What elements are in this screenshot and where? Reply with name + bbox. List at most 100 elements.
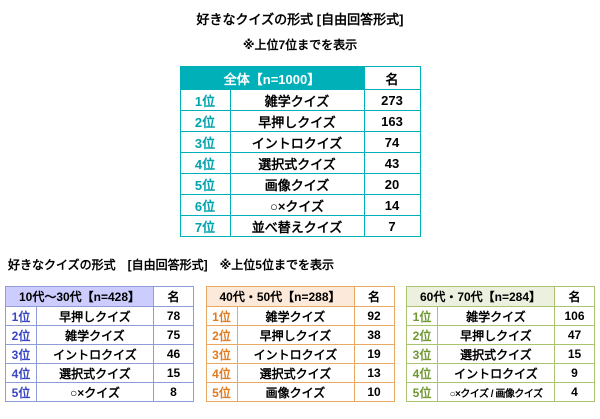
age-tables-row: 10代～30代【n=428】 名 1位 早押しクイズ 78 2位 雑学クイズ 7… xyxy=(0,286,600,402)
rank-cell: 6位 xyxy=(179,194,231,216)
age-breakdown-section: 好きなクイズの形式 [自由回答形式] ※上位5位までを表示 10代～30代【n=… xyxy=(0,237,600,402)
value-cell: 78 xyxy=(153,306,194,326)
label-cell: 並べ替えクイズ xyxy=(229,215,365,237)
age-40-50-table: 40代・50代【n=288】 名 1位 雑学クイズ 92 2位 早押しクイズ 3… xyxy=(205,286,395,402)
table-row: 2位 早押しクイズ 38 xyxy=(205,325,395,345)
rank-cell: 1位 xyxy=(406,306,438,326)
label-cell: 画像クイズ xyxy=(229,173,365,195)
group-header-10-30: 10代～30代【n=428】 xyxy=(5,286,154,307)
rank-cell: 2位 xyxy=(5,325,37,345)
table-row: 4位 イントロクイズ 9 xyxy=(406,363,595,383)
table-row: 4位 選択式クイズ 43 xyxy=(179,152,421,174)
label-cell: 雑学クイズ xyxy=(229,89,365,111)
label-cell: イントロクイズ xyxy=(437,363,555,383)
rank-cell: 4位 xyxy=(406,363,438,383)
rank-cell: 7位 xyxy=(179,215,231,237)
rank-cell: 5位 xyxy=(5,382,37,402)
unit-header: 名 xyxy=(153,286,194,307)
rank-cell: 4位 xyxy=(5,363,37,383)
label-cell: イントロクイズ xyxy=(236,344,355,364)
rank-cell: 2位 xyxy=(179,110,231,132)
value-cell: 273 xyxy=(363,89,421,111)
value-cell: 14 xyxy=(363,194,421,216)
label-cell: ○×クイズ xyxy=(229,194,365,216)
page-subtitle-top7-note: ※上位7位までを表示 xyxy=(242,38,358,52)
table-row: 5位 画像クイズ 20 xyxy=(179,173,421,195)
section2-title-top5-note: 好きなクイズの形式 [自由回答形式] ※上位5位までを表示 xyxy=(8,258,334,272)
table-row: 3位 イントロクイズ 46 xyxy=(5,344,194,364)
unit-header: 名 xyxy=(353,286,395,307)
group-header-overall: 全体【n=1000】 xyxy=(179,66,365,90)
label-cell: 選択式クイズ xyxy=(236,363,355,383)
value-cell: 13 xyxy=(353,363,395,383)
table-row: 5位 ○×クイズ / 画像クイズ 4 xyxy=(406,382,595,402)
value-cell: 43 xyxy=(363,152,421,174)
rank-cell: 2位 xyxy=(205,325,238,345)
value-cell: 92 xyxy=(353,306,395,326)
label-cell: 雑学クイズ xyxy=(36,325,154,345)
table-row: 3位 イントロクイズ 19 xyxy=(205,344,395,364)
rank-cell: 3位 xyxy=(406,344,438,364)
table-row: 5位 ○×クイズ 8 xyxy=(5,382,194,402)
label-cell: イントロクイズ xyxy=(229,131,365,153)
value-cell: 74 xyxy=(363,131,421,153)
rank-cell: 2位 xyxy=(406,325,438,345)
label-cell: イントロクイズ xyxy=(36,344,154,364)
table-row: 3位 選択式クイズ 15 xyxy=(406,344,595,364)
label-cell: 早押しクイズ xyxy=(229,110,365,132)
rank-cell: 5位 xyxy=(179,173,231,195)
table-row: 7位 並べ替えクイズ 7 xyxy=(179,215,421,237)
value-cell: 15 xyxy=(554,344,595,364)
table-row: 1位 雑学クイズ 92 xyxy=(205,306,395,326)
table-row: 1位 早押しクイズ 78 xyxy=(5,306,194,326)
table-header-row: 全体【n=1000】 名 xyxy=(179,66,421,90)
overall-ranking-table: 全体【n=1000】 名 1位 雑学クイズ 273 2位 早押しクイズ 163 … xyxy=(179,66,421,237)
rank-cell: 3位 xyxy=(5,344,37,364)
group-header-40-50: 40代・50代【n=288】 xyxy=(205,286,355,307)
table-row: 2位 早押しクイズ 47 xyxy=(406,325,595,345)
value-cell: 7 xyxy=(363,215,421,237)
rank-cell: 5位 xyxy=(205,382,238,402)
value-cell: 4 xyxy=(554,382,595,402)
table-row: 1位 雑学クイズ 273 xyxy=(179,89,421,111)
unit-header: 名 xyxy=(554,286,595,307)
table-row: 2位 雑学クイズ 75 xyxy=(5,325,194,345)
rank-cell: 3位 xyxy=(179,131,231,153)
value-cell: 8 xyxy=(153,382,194,402)
value-cell: 38 xyxy=(353,325,395,345)
table-row: 4位 選択式クイズ 15 xyxy=(5,363,194,383)
label-cell: 画像クイズ xyxy=(236,382,355,402)
label-cell: ○×クイズ / 画像クイズ xyxy=(437,382,555,402)
label-cell: 選択式クイズ xyxy=(437,344,555,364)
age-10-30-table: 10代～30代【n=428】 名 1位 早押しクイズ 78 2位 雑学クイズ 7… xyxy=(5,286,194,402)
group-header-60-70: 60代・70代【n=284】 xyxy=(406,286,555,307)
value-cell: 20 xyxy=(363,173,421,195)
table-header-row: 40代・50代【n=288】 名 xyxy=(205,286,395,307)
overall-section: 好きなクイズの形式 [自由回答形式] ※上位7位までを表示 全体【n=1000】… xyxy=(179,12,421,237)
rank-cell: 4位 xyxy=(205,363,238,383)
table-row: 4位 選択式クイズ 13 xyxy=(205,363,395,383)
label-cell: 選択式クイズ xyxy=(36,363,154,383)
label-cell: 早押しクイズ xyxy=(36,306,154,326)
rank-cell: 4位 xyxy=(179,152,231,174)
rank-cell: 1位 xyxy=(5,306,37,326)
table-header-row: 60代・70代【n=284】 名 xyxy=(406,286,595,307)
label-cell: 早押しクイズ xyxy=(236,325,355,345)
table-header-row: 10代～30代【n=428】 名 xyxy=(5,286,194,307)
value-cell: 46 xyxy=(153,344,194,364)
rank-cell: 3位 xyxy=(205,344,238,364)
unit-header: 名 xyxy=(363,66,421,90)
table-row: 5位 画像クイズ 10 xyxy=(205,382,395,402)
value-cell: 75 xyxy=(153,325,194,345)
label-cell: 雑学クイズ xyxy=(437,306,555,326)
value-cell: 106 xyxy=(554,306,595,326)
value-cell: 9 xyxy=(554,363,595,383)
table-row: 1位 雑学クイズ 106 xyxy=(406,306,595,326)
rank-cell: 1位 xyxy=(179,89,231,111)
value-cell: 47 xyxy=(554,325,595,345)
label-cell: 早押しクイズ xyxy=(437,325,555,345)
label-cell: ○×クイズ xyxy=(36,382,154,402)
value-cell: 15 xyxy=(153,363,194,383)
value-cell: 10 xyxy=(353,382,395,402)
value-cell: 19 xyxy=(353,344,395,364)
